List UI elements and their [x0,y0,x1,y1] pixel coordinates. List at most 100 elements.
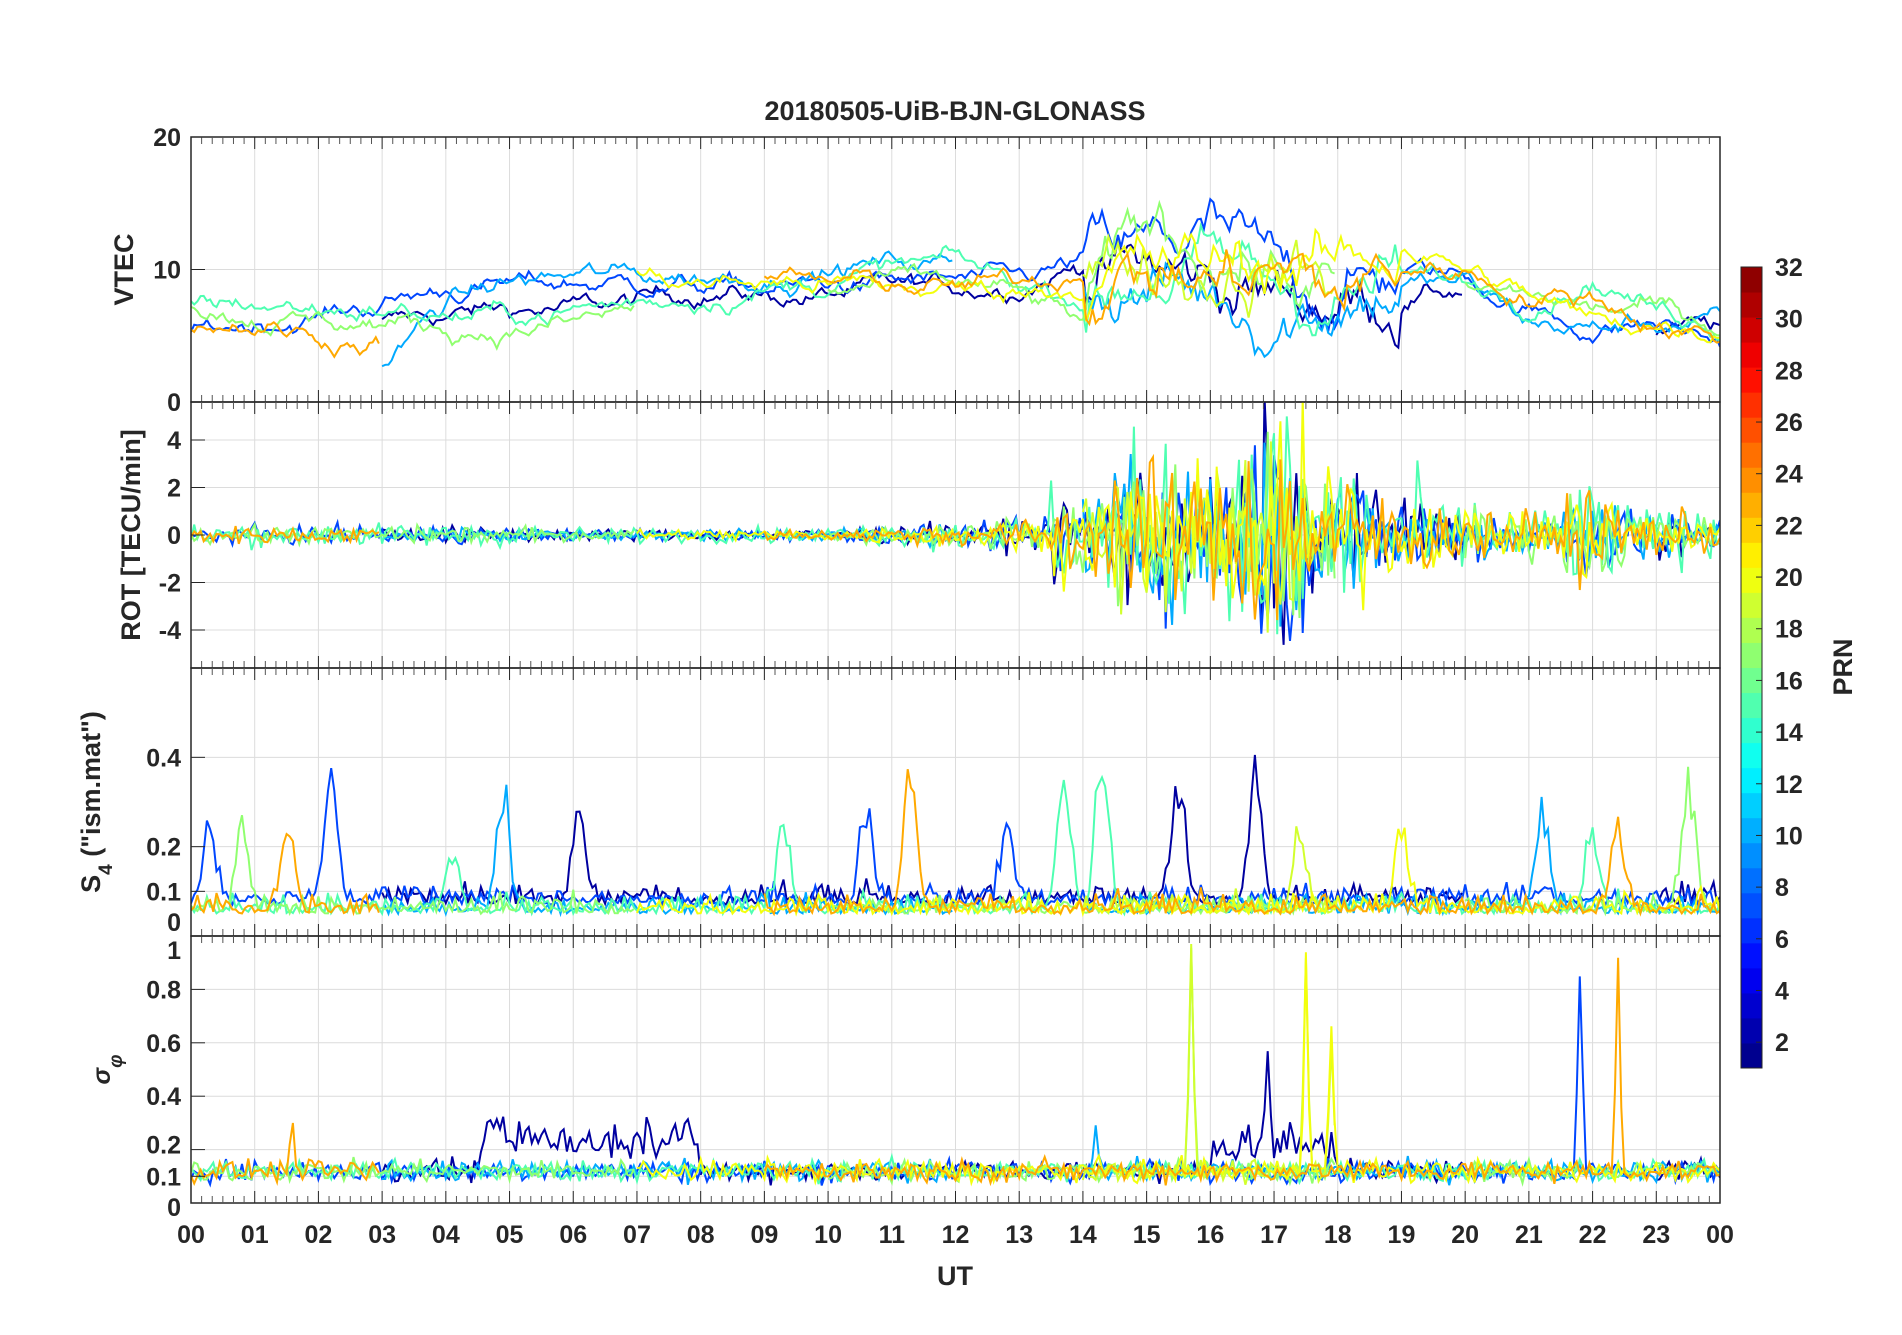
colorbar-swatch [1741,842,1762,869]
colorbar-tick-label: 32 [1775,254,1803,282]
y-tick-label: 4 [167,427,181,455]
series-line-prn-2 [1655,315,1720,336]
x-tick-label: 06 [559,1221,587,1249]
x-tick-label: 21 [1515,1221,1543,1249]
series-line-prn-15 [191,416,1720,635]
y-axis-label: σφ [88,1055,127,1085]
panel-rot: -4 -2 0 2 4 ROT [TECU/min] [116,401,1721,669]
colorbar-swatch [1741,792,1762,819]
colorbar-swatch [1741,642,1762,668]
series-line-prn-17 [191,1156,635,1185]
colorbar-swatch [1741,1042,1762,1069]
colorbar-tick-label: 14 [1775,719,1803,747]
y-tick-label: 1 [167,937,181,965]
x-tick-label: 00 [1706,1221,1734,1249]
y-tick-label: 0.1 [146,1163,181,1191]
x-tick-label: 04 [432,1221,460,1249]
colorbar-tick-label: 4 [1775,977,1789,1005]
colorbar-swatch [1741,517,1762,543]
data-lines [191,402,1720,645]
y-tick-label: 2 [167,475,181,503]
colorbar-tick-label: 8 [1775,874,1789,902]
x-tick-label: 17 [1260,1221,1288,1249]
panel-sigma: 0 0.1 0.2 0.4 0.6 0.8 1 σφ [88,935,1721,1222]
colorbar-swatch [1741,692,1762,719]
x-tick-label: 03 [368,1221,396,1249]
colorbar-tick-label: 18 [1775,616,1803,644]
x-tick-label: 12 [942,1221,970,1249]
x-tick-label: 10 [814,1221,842,1249]
colorbar-swatch [1741,767,1762,794]
x-tick-label: 23 [1642,1221,1670,1249]
series-line-prn-17 [191,521,635,548]
series-line-prn-17 [191,304,635,351]
y-label-rest: ("ism.mat") [76,711,106,864]
y-label-subscript: φ [106,1055,127,1068]
series-line-prn-10 [1081,261,1720,359]
colorbar-label: PRN [1828,638,1858,695]
x-tick-label: 05 [496,1221,524,1249]
colorbar-swatch [1741,1017,1762,1044]
y-label-subscript: 4 [96,864,117,875]
series-line-prn-23 [763,453,1720,621]
x-tick-label: 22 [1579,1221,1607,1249]
x-tick-label: 13 [1005,1221,1033,1249]
y-tick-label: 0.2 [146,1132,181,1160]
series-line-prn-23 [763,957,1720,1187]
colorbar-swatch [1741,467,1762,493]
series-line-prn-17 [1464,281,1720,337]
colorbar-swatch [1741,567,1762,593]
series-line-prn-7 [191,197,1720,348]
y-axis-label: S4 ("ism.mat") [76,711,117,893]
colorbar-swatch [1741,417,1762,443]
colorbar-swatch [1741,492,1762,518]
colorbar-swatch [1741,817,1762,844]
y-tick-label: 0 [167,1194,181,1222]
x-tick-label: 00 [177,1221,205,1249]
y-tick-label: -4 [159,617,181,645]
y-axis-label: ROT [TECU/min] [116,429,146,640]
colorbar-swatch [1741,967,1762,994]
colorbar-tick-label: 24 [1775,461,1803,489]
panel-vtec: 0 10 20 VTEC [109,124,1721,417]
y-tick-label: 0 [167,522,181,550]
series-line-prn-10 [381,250,953,368]
colorbar-tick-label: 20 [1775,564,1803,592]
y-tick-label: 20 [153,124,181,152]
colorbar-tick-label: 6 [1775,926,1789,954]
y-axis-label: VTEC [109,233,139,305]
series-line-prn-20 [636,952,1720,1187]
colorbar-tick-label: 12 [1775,771,1803,799]
y-tick-label: 0 [167,389,181,417]
series-line-prn-23 [763,769,1720,917]
colorbar-tick-label: 22 [1775,512,1803,540]
colorbar-swatch [1741,367,1762,393]
colorbar-tick-label: 26 [1775,409,1803,437]
colorbar-swatch [1741,917,1762,944]
series-line-prn-17 [827,199,1335,321]
series-line-prn-23 [191,1122,380,1187]
y-tick-label: 0.4 [146,1083,181,1111]
y-tick-label: 0.1 [146,878,181,906]
colorbar-swatch [1741,292,1762,318]
data-lines [191,197,1720,368]
colorbar-swatch [1741,867,1762,894]
x-tick-label: 01 [241,1221,269,1249]
y-label-main: σ [88,1066,116,1084]
colorbar-swatch [1741,617,1762,643]
colorbar-tick-label: 30 [1775,306,1803,334]
x-tick-label: 14 [1069,1221,1097,1249]
y-tick-label: 0 [167,909,181,937]
x-tick-label: 15 [1133,1221,1161,1249]
x-tick-label: 16 [1196,1221,1224,1249]
x-axis-label: UT [937,1261,973,1291]
series-line-prn-19 [1081,826,1336,915]
y-tick-label: 0.2 [146,834,181,862]
colorbar-swatch [1741,267,1762,293]
series-line-prn-17 [827,948,1336,1187]
y-tick-label: 0.6 [146,1030,181,1058]
x-tick-label: 02 [305,1221,333,1249]
x-tick-label: 18 [1324,1221,1352,1249]
colorbar-swatch [1741,542,1762,568]
